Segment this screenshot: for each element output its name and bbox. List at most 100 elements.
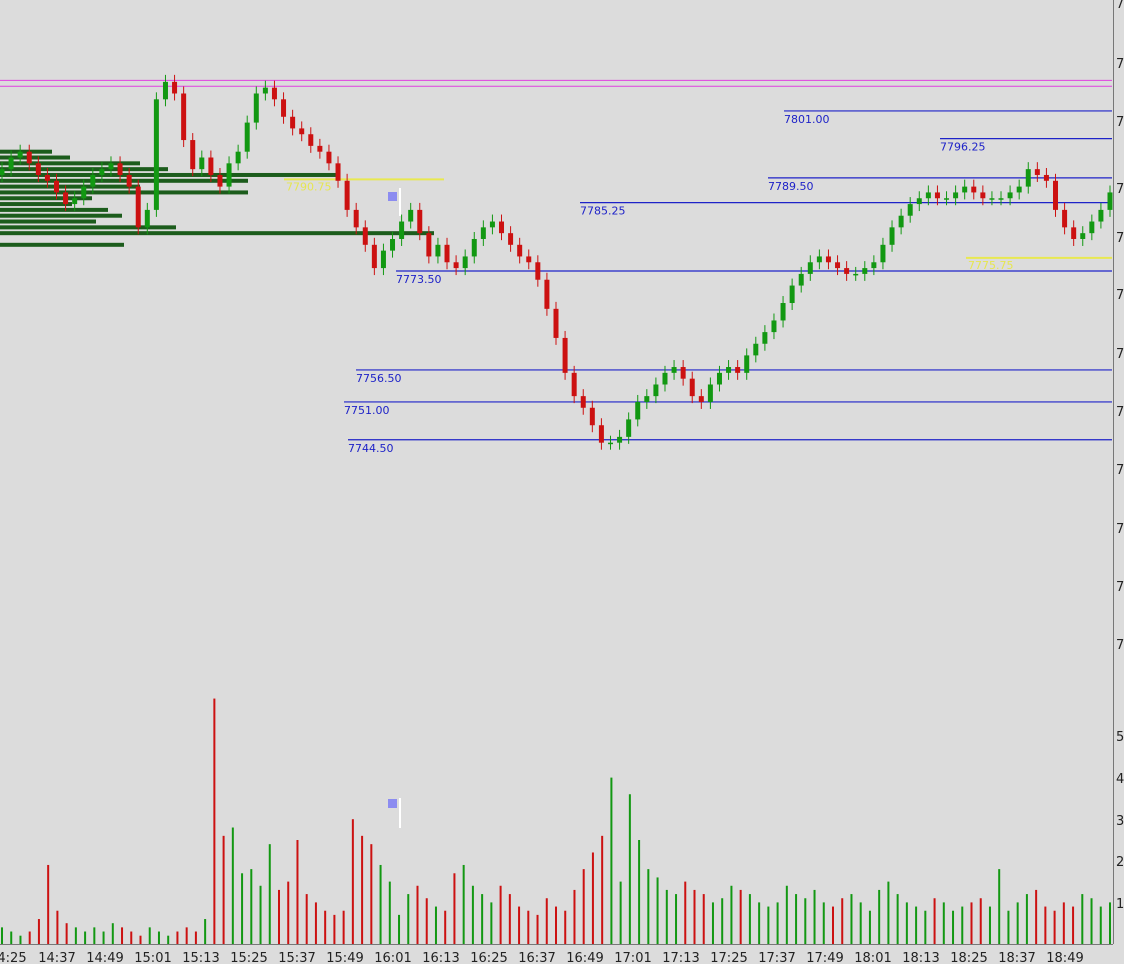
- candle-body: [371, 244, 377, 269]
- volume-bar: [148, 927, 151, 944]
- candle-body: [244, 122, 250, 152]
- profile-row: [0, 225, 176, 230]
- volume-bar: [407, 894, 410, 944]
- candle-body: [753, 343, 759, 356]
- candle-body: [135, 186, 141, 228]
- price-tick-label: 7: [1116, 463, 1124, 478]
- level-label: 7785.25: [580, 205, 626, 218]
- candle-body: [190, 140, 196, 170]
- volume-bar: [278, 889, 280, 944]
- candle-body: [771, 320, 777, 333]
- volume-bar: [351, 819, 354, 944]
- candle-body: [598, 425, 604, 443]
- price-axis: 7 7 7 7 7 7 7 7 7 7 7 7: [1116, 0, 1124, 653]
- time-tick-label: 16:13: [422, 951, 459, 964]
- volume-bar: [767, 906, 770, 944]
- volume-bar: [305, 894, 308, 944]
- volume-bar: [157, 931, 160, 944]
- time-tick-label: 14:37: [38, 951, 75, 964]
- volume-bar: [102, 931, 105, 944]
- candle-body: [1062, 209, 1068, 228]
- volume-bar: [711, 902, 714, 944]
- price-tick-label: 7: [1116, 580, 1124, 595]
- volume-bar: [785, 885, 788, 944]
- volume-bar: [47, 864, 50, 944]
- volume-bar: [1072, 906, 1075, 944]
- level-label: 7751.00: [344, 404, 390, 417]
- volume-marker-icon: [388, 799, 397, 808]
- volume-bar: [748, 894, 751, 944]
- volume-bar: [1099, 906, 1102, 944]
- candle-body: [798, 273, 804, 286]
- volume-bar: [37, 919, 40, 944]
- candle-body: [662, 372, 668, 385]
- volume-bar: [185, 927, 188, 944]
- volume-bar: [518, 906, 521, 944]
- volume-tick-label: 3: [1116, 814, 1124, 829]
- candle-body: [844, 268, 850, 274]
- volume-bar: [841, 898, 844, 944]
- candle-body: [807, 262, 813, 274]
- volume-bar: [933, 898, 936, 944]
- candle-body: [0, 169, 5, 175]
- candle-body: [399, 221, 405, 239]
- candle-body: [172, 81, 178, 94]
- volume-bar: [878, 889, 881, 944]
- profile-row: [0, 190, 248, 195]
- candle-body: [308, 134, 314, 146]
- candle-body: [126, 174, 132, 187]
- candle-body: [1053, 180, 1059, 210]
- volume-bar: [988, 906, 991, 944]
- volume-bar: [656, 877, 659, 944]
- candle-body: [517, 244, 523, 257]
- volume-bar: [481, 894, 484, 944]
- time-tick-label: 15:49: [326, 951, 363, 964]
- price-levels: 7801.00 7796.25 7789.50 7785.25 7773.50 7756.…: [284, 110, 1112, 455]
- volume-bar: [813, 889, 816, 944]
- volume-bar: [665, 889, 668, 944]
- volume-bar: [545, 898, 548, 944]
- candle-body: [426, 233, 432, 257]
- profile-row: [0, 149, 52, 154]
- level-label: 7773.50: [396, 273, 442, 286]
- candle-body: [607, 442, 613, 445]
- candle-body: [680, 367, 686, 379]
- candle-body: [580, 396, 586, 408]
- volume-bar: [28, 931, 31, 944]
- candle-body: [335, 163, 341, 181]
- volume-bar: [647, 869, 650, 944]
- time-tick-label: 16:25: [470, 951, 507, 964]
- time-tick-label: 17:37: [758, 951, 795, 964]
- volume-bar: [1062, 902, 1065, 944]
- time-tick-label: 16:49: [566, 951, 603, 964]
- volume-bar: [176, 931, 179, 944]
- price-tick-label: 7: [1116, 405, 1124, 420]
- profile-row: [0, 231, 434, 236]
- volume-bar: [1053, 910, 1056, 944]
- volume-bar: [1007, 910, 1010, 944]
- volume-bar: [19, 935, 22, 944]
- candle-body: [408, 209, 414, 222]
- volume-bar: [628, 794, 631, 944]
- candle-body: [8, 157, 14, 170]
- volume-bar: [536, 914, 539, 944]
- volume-bar: [121, 927, 124, 944]
- profile-row: [0, 178, 248, 183]
- candle-body: [716, 372, 722, 385]
- volume-bar: [222, 835, 225, 944]
- candle-body: [962, 186, 968, 193]
- time-tick-label: 15:37: [278, 951, 315, 964]
- volume-bar: [471, 885, 474, 944]
- time-tick-label: 17:25: [710, 951, 747, 964]
- candle-body: [262, 87, 268, 94]
- volume-bar: [776, 902, 779, 944]
- candle-body: [99, 169, 105, 175]
- volume-bar: [961, 906, 964, 944]
- volume-bar: [444, 910, 447, 944]
- candle-body: [217, 174, 223, 187]
- candle-body: [435, 244, 441, 257]
- price-tick-label: 7: [1116, 522, 1124, 537]
- candle-body: [108, 163, 114, 170]
